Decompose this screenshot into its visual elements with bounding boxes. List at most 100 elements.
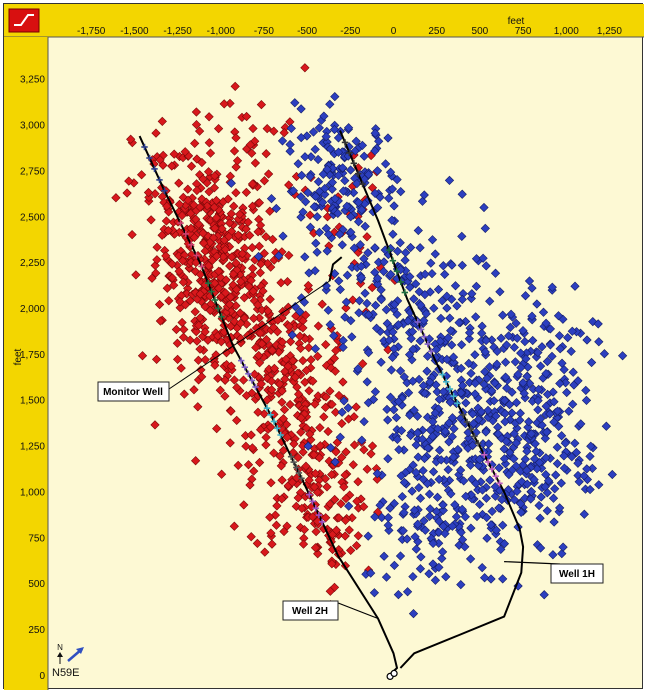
blue-event-point-739: [471, 478, 481, 489]
blue-event-point-298: [444, 175, 455, 186]
red-event-point-189: [178, 332, 189, 342]
blue-event-point-390: [443, 333, 453, 343]
red-event-point-901: [256, 99, 267, 110]
red-event-point-431: [256, 259, 266, 269]
red-event-point-482: [215, 385, 225, 395]
red-event-point-456: [220, 288, 231, 298]
red-event-point-552: [262, 395, 272, 405]
blue-event-point-182: [337, 240, 347, 250]
red-event-point-825: [136, 170, 147, 180]
blue-event-point-641: [363, 531, 373, 541]
blue-event-point-726: [468, 409, 478, 419]
red-event-point-555: [337, 418, 347, 429]
blue-event-point-396: [535, 361, 546, 371]
blue-event-point-95: [340, 175, 350, 186]
blue-event-point-633: [557, 548, 567, 559]
monitor-well-label-box: [97, 381, 170, 402]
blue-event-point-546: [470, 378, 480, 388]
red-event-point-623: [338, 377, 348, 387]
red-event-point-193: [223, 194, 233, 204]
red-event-point-816: [323, 426, 333, 437]
red-event-point-488: [226, 406, 236, 416]
red-event-point-803: [287, 477, 297, 487]
red-event-point-402: [248, 263, 258, 274]
blue-event-point-1024: [542, 389, 553, 400]
red-event-point-888: [162, 201, 172, 211]
red-event-point-424: [191, 326, 201, 337]
red-event-point-662: [269, 363, 280, 374]
blue-event-point-855: [384, 525, 394, 536]
blue-event-point-1002: [582, 464, 592, 474]
red-event-point-669: [247, 443, 258, 453]
y-tick-label-8: 2,000: [20, 304, 45, 315]
blue-event-point-607: [423, 443, 433, 453]
blue-event-point-66: [296, 104, 306, 114]
blue-event-point-900: [490, 268, 501, 278]
red-event-point-38: [174, 178, 184, 188]
blue-event-point-786: [416, 552, 426, 562]
red-event-point-223: [284, 250, 294, 261]
blue-event-point-884: [344, 501, 354, 511]
red-event-point-249: [253, 227, 263, 237]
blue-event-point-488: [448, 352, 459, 362]
blue-event-point-1014: [535, 414, 546, 424]
red-event-point-883: [180, 147, 190, 157]
blue-event-point-674: [487, 506, 497, 517]
blue-event-point-176: [384, 193, 394, 203]
red-event-point-950: [317, 299, 327, 309]
blue-event-point-274: [381, 305, 392, 315]
red-event-point-72: [190, 138, 200, 149]
blue-event-point-317: [450, 281, 461, 291]
blue-event-point-491: [422, 351, 433, 361]
stage-marker-29: [298, 475, 305, 482]
red-event-point-346: [178, 277, 189, 287]
blue-event-point-852: [456, 579, 466, 590]
red-event-point-955: [362, 232, 372, 242]
red-event-point-570: [255, 425, 266, 435]
red-event-point-858: [195, 202, 205, 212]
stage-marker-2: [151, 165, 158, 173]
blue-event-point-866: [522, 479, 532, 489]
y-tick-label-3: 750: [28, 533, 45, 544]
red-event-point-649: [334, 390, 344, 401]
blue-event-point-844: [438, 500, 448, 510]
stage-marker-44: [401, 289, 408, 296]
red-event-point-348: [210, 360, 220, 370]
blue-event-point-137: [333, 170, 344, 181]
blue-event-series: [226, 91, 628, 619]
blue-event-point-1039: [567, 452, 577, 462]
well-1h-label: Well 1H: [559, 569, 595, 580]
blue-event-point-110: [327, 177, 338, 188]
red-event-point-796: [367, 441, 378, 451]
red-event-point-339: [172, 338, 183, 348]
red-event-point-531: [359, 445, 369, 455]
well-1h-label-box: [550, 563, 604, 584]
red-event-point-262: [190, 456, 201, 466]
stage-marker-22: [270, 418, 278, 425]
blue-event-point-292: [335, 284, 345, 295]
blue-event-point-951: [532, 299, 542, 309]
blue-event-point-202: [325, 319, 335, 330]
red-event-point-987: [334, 513, 344, 523]
red-event-point-664: [331, 345, 341, 356]
red-event-point-992: [318, 524, 329, 534]
microseismic-events: [111, 63, 628, 619]
blue-event-point-1033: [545, 409, 555, 419]
blue-event-point-699: [453, 444, 463, 455]
red-event-point-919: [192, 185, 202, 196]
blue-event-point-454: [389, 405, 399, 415]
red-event-point-580: [325, 386, 335, 396]
blue-event-point-715: [512, 486, 522, 497]
red-event-point-821: [205, 237, 215, 248]
blue-event-point-883: [440, 528, 450, 539]
red-event-point-94: [186, 161, 197, 171]
blue-event-point-930: [547, 282, 557, 292]
red-event-point-884: [163, 225, 173, 236]
stage-marker-53: [450, 393, 457, 400]
red-event-point-285: [212, 423, 222, 434]
blue-event-point-1028: [552, 406, 563, 416]
blue-event-point-515: [405, 410, 415, 420]
blue-event-point-721: [536, 492, 546, 502]
blue-event-point-571: [420, 388, 430, 398]
stage-marker-28: [295, 469, 303, 477]
